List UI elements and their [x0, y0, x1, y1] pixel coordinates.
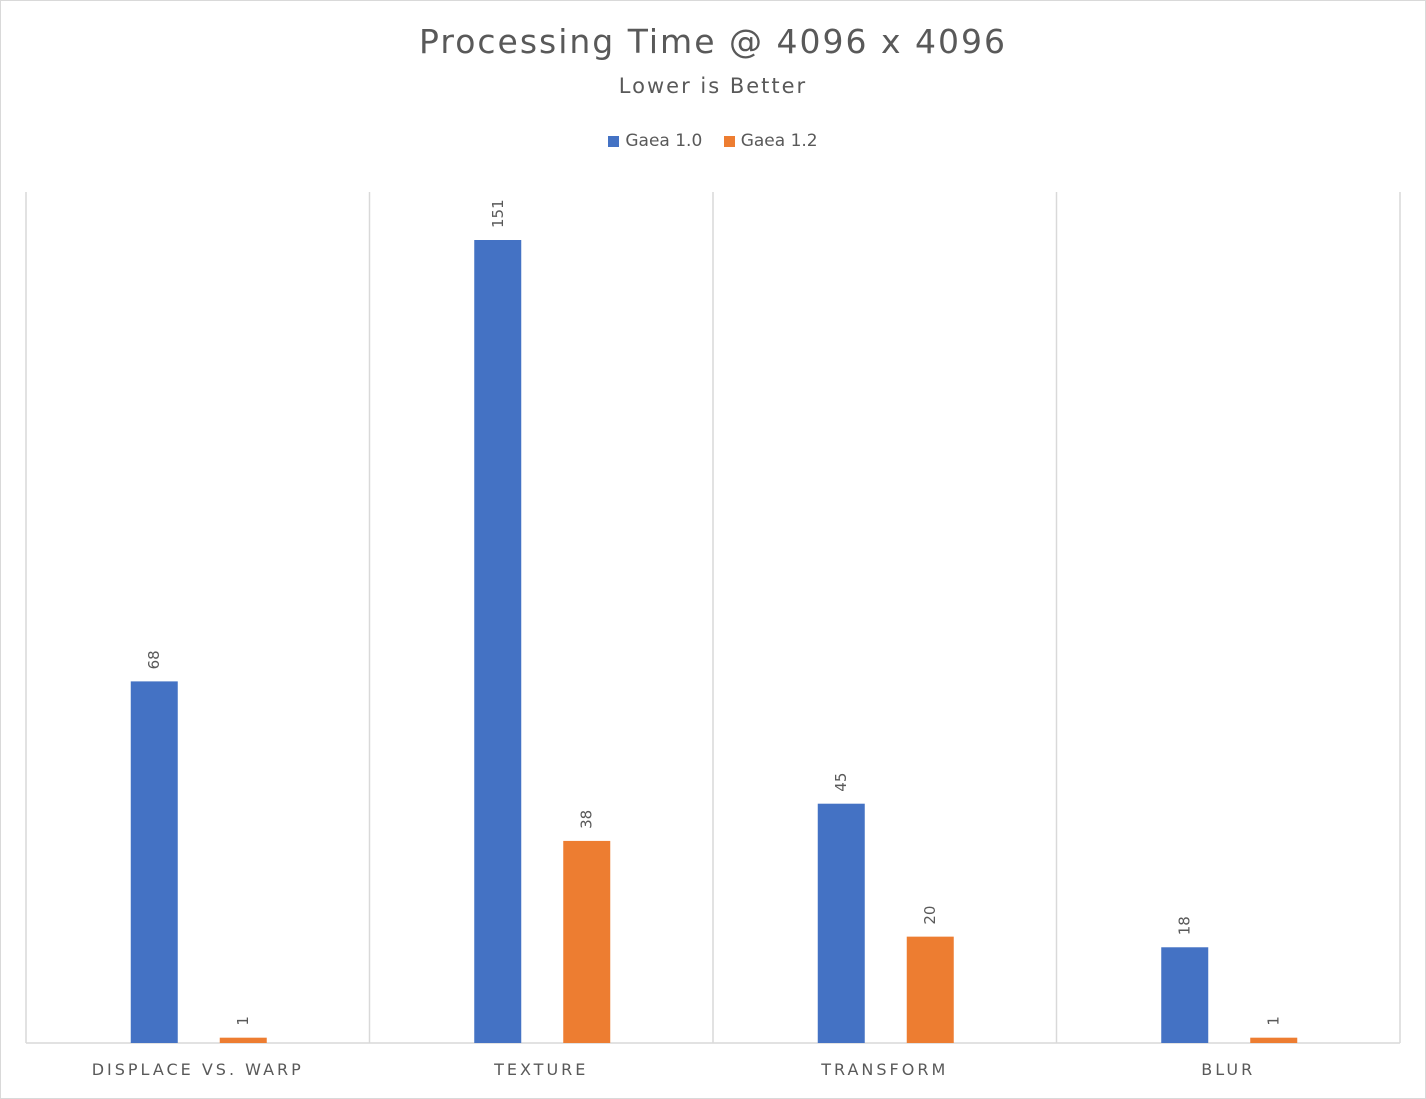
bar-gaea-1-2 — [563, 840, 611, 1043]
x-tick-label: DISPLACE VS. WARP — [92, 1060, 304, 1079]
bar-gaea-1-2 — [906, 936, 954, 1043]
bar-gaea-1-0 — [474, 240, 522, 1043]
data-label: 151 — [489, 199, 507, 228]
chart-title: Processing Time @ 4096 x 4096 — [419, 22, 1007, 61]
data-label: 68 — [145, 650, 163, 669]
legend-item-gaea-1-2: Gaea 1.2 — [723, 131, 818, 151]
bar-gaea-1-2 — [219, 1037, 267, 1043]
legend-swatch-gaea-1-0 — [608, 135, 620, 147]
chart-legend: Gaea 1.0 Gaea 1.2 — [0, 131, 1426, 152]
bar-gaea-1-0 — [1161, 947, 1209, 1043]
x-tick-label: BLUR — [1201, 1060, 1255, 1079]
legend-swatch-gaea-1-2 — [723, 135, 735, 147]
x-tick-label: TEXTURE — [493, 1060, 588, 1079]
x-tick-label: TRANSFORM — [820, 1060, 948, 1079]
data-label: 1 — [1265, 1016, 1283, 1026]
data-label: 20 — [921, 906, 939, 925]
bar-gaea-1-0 — [130, 681, 178, 1043]
bar-gaea-1-0 — [817, 803, 865, 1043]
data-label: 18 — [1176, 916, 1194, 935]
chart-subtitle: Lower is Better — [618, 74, 808, 98]
data-label: 45 — [832, 773, 850, 792]
data-label: 38 — [578, 810, 596, 829]
legend-label-gaea-1-2: Gaea 1.2 — [740, 131, 818, 151]
legend-label-gaea-1-0: Gaea 1.0 — [625, 131, 703, 151]
data-label: 1 — [234, 1016, 252, 1026]
legend-item-gaea-1-0: Gaea 1.0 — [608, 131, 702, 151]
bar-gaea-1-2 — [1250, 1037, 1298, 1043]
